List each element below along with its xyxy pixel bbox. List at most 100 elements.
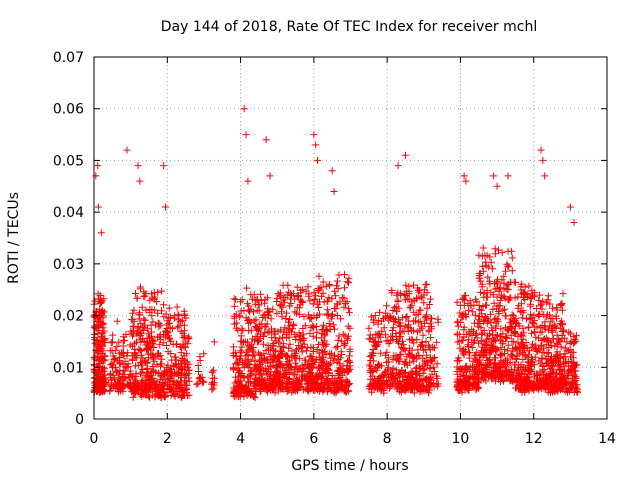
data-point	[537, 342, 545, 350]
data-point	[465, 366, 473, 374]
data-point	[299, 373, 307, 381]
data-point	[471, 370, 478, 378]
data-point	[277, 326, 285, 334]
data-point	[545, 349, 553, 357]
data-point	[457, 386, 465, 394]
data-point	[433, 374, 441, 382]
data-point	[484, 357, 492, 365]
data-point	[134, 361, 142, 369]
data-point	[456, 375, 464, 383]
data-point	[387, 332, 395, 340]
data-point	[249, 344, 257, 351]
data-point	[407, 385, 415, 393]
data-point	[368, 379, 376, 387]
data-point	[571, 338, 578, 346]
data-point	[394, 384, 402, 392]
data-point	[508, 267, 516, 275]
data-point	[261, 299, 269, 307]
data-point	[296, 311, 304, 319]
data-point	[527, 381, 534, 389]
data-point	[313, 334, 320, 342]
data-point	[417, 365, 425, 373]
data-point	[265, 381, 273, 389]
data-point	[279, 340, 287, 348]
data-point	[427, 334, 435, 341]
data-point	[475, 352, 483, 359]
data-point	[368, 313, 376, 321]
data-point	[165, 334, 173, 342]
data-point	[408, 346, 416, 354]
data-point	[373, 343, 381, 350]
data-point	[244, 177, 252, 185]
data-point	[410, 317, 418, 325]
data-point	[416, 375, 424, 383]
data-point	[338, 294, 346, 302]
data-point	[453, 298, 461, 306]
data-point	[459, 294, 467, 302]
data-point	[153, 390, 161, 397]
data-point	[174, 310, 182, 318]
data-point	[115, 379, 123, 387]
data-point	[483, 293, 491, 301]
data-point	[264, 356, 272, 364]
data-point	[143, 365, 151, 373]
data-point	[466, 372, 474, 380]
data-point	[345, 357, 353, 365]
data-point	[488, 324, 496, 332]
data-point	[154, 309, 162, 317]
data-point	[229, 364, 237, 372]
y-tick-labels: 0 0.01 0.02 0.03 0.04 0.05 0.06 0.07	[53, 50, 84, 428]
data-point	[262, 323, 270, 331]
data-point	[480, 327, 488, 335]
data-point	[276, 343, 284, 351]
data-point	[544, 382, 552, 390]
data-point	[560, 382, 567, 390]
data-point	[519, 332, 527, 340]
data-point	[519, 324, 527, 332]
data-point	[331, 351, 338, 359]
data-point	[319, 326, 327, 334]
data-point	[377, 317, 385, 325]
data-point	[138, 368, 146, 376]
data-point	[241, 357, 249, 365]
data-point	[535, 296, 543, 304]
data-point	[252, 325, 260, 333]
data-point	[158, 360, 166, 368]
data-point	[414, 286, 422, 294]
data-point	[396, 357, 404, 365]
data-point	[172, 353, 180, 361]
data-point	[498, 293, 505, 301]
data-point	[481, 251, 489, 259]
data-point	[93, 352, 101, 360]
data-point	[501, 346, 509, 353]
data-point	[257, 290, 265, 298]
data-point	[528, 314, 536, 322]
data-point	[132, 370, 140, 378]
data-point	[277, 348, 285, 356]
data-point	[346, 348, 354, 356]
data-point	[553, 357, 561, 365]
data-point	[430, 383, 438, 391]
data-point	[567, 380, 575, 388]
data-point	[475, 272, 483, 280]
data-point	[490, 367, 498, 375]
data-point	[130, 306, 138, 314]
data-point	[401, 360, 409, 368]
data-point	[109, 331, 117, 339]
data-point	[107, 339, 115, 347]
data-point	[314, 287, 322, 295]
data-point	[373, 366, 381, 374]
data-point	[252, 380, 260, 388]
data-point	[268, 325, 275, 333]
data-point	[561, 353, 569, 361]
data-point	[541, 323, 548, 331]
data-point	[319, 349, 326, 357]
x-axis-label: GPS time / hours	[291, 458, 408, 474]
data-point	[97, 229, 105, 237]
data-point	[136, 391, 144, 399]
data-point	[284, 281, 292, 289]
data-point	[473, 298, 481, 306]
data-point	[406, 382, 414, 390]
data-point	[549, 304, 557, 312]
